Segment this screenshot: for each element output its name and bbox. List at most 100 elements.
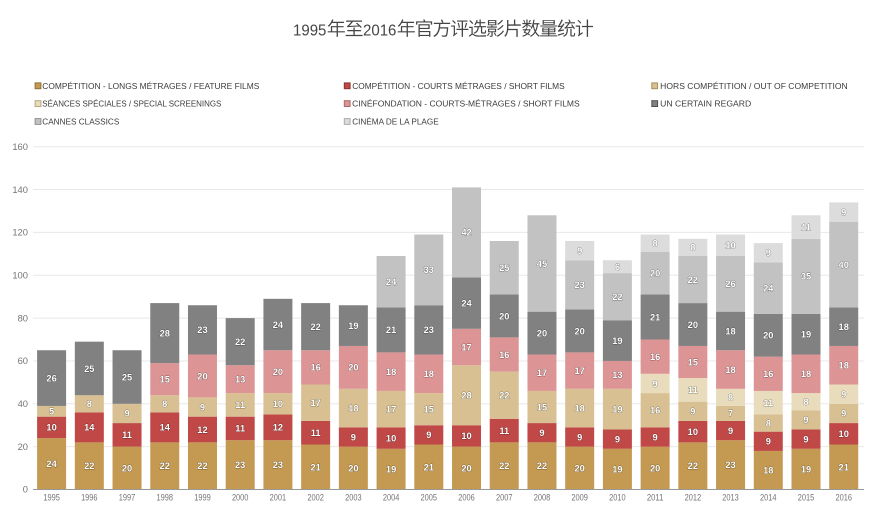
svg-text:2010: 2010 bbox=[609, 493, 626, 503]
svg-text:20: 20 bbox=[122, 463, 132, 473]
svg-text:10: 10 bbox=[688, 427, 698, 437]
svg-text:19: 19 bbox=[801, 464, 811, 474]
svg-text:7: 7 bbox=[728, 409, 733, 419]
svg-text:11: 11 bbox=[499, 426, 509, 436]
svg-text:24: 24 bbox=[46, 459, 57, 469]
svg-text:21: 21 bbox=[424, 462, 434, 472]
svg-text:18: 18 bbox=[801, 369, 811, 379]
svg-text:45: 45 bbox=[537, 259, 547, 269]
svg-text:120: 120 bbox=[12, 227, 28, 238]
svg-text:22: 22 bbox=[235, 337, 245, 347]
svg-text:23: 23 bbox=[197, 325, 207, 335]
svg-text:24: 24 bbox=[386, 277, 397, 287]
svg-text:15: 15 bbox=[424, 404, 434, 414]
svg-text:22: 22 bbox=[499, 391, 509, 401]
svg-text:21: 21 bbox=[386, 325, 396, 335]
svg-text:11: 11 bbox=[235, 400, 245, 410]
svg-text:100: 100 bbox=[12, 269, 28, 280]
svg-text:5: 5 bbox=[49, 407, 54, 417]
svg-text:16: 16 bbox=[650, 352, 660, 362]
svg-text:8: 8 bbox=[690, 243, 695, 253]
svg-text:22: 22 bbox=[688, 275, 698, 285]
svg-text:14: 14 bbox=[160, 423, 171, 433]
svg-text:CANNES CLASSICS: CANNES CLASSICS bbox=[42, 117, 119, 127]
svg-text:21: 21 bbox=[650, 312, 660, 322]
svg-text:8: 8 bbox=[87, 399, 92, 409]
svg-text:9: 9 bbox=[615, 434, 620, 444]
svg-text:9: 9 bbox=[351, 432, 356, 442]
svg-text:20: 20 bbox=[348, 463, 358, 473]
svg-text:HORS COMPÉTITION / OUT OF COMP: HORS COMPÉTITION / OUT OF COMPETITION bbox=[660, 81, 848, 91]
svg-text:9: 9 bbox=[841, 409, 846, 419]
svg-text:17: 17 bbox=[575, 366, 585, 376]
svg-text:2004: 2004 bbox=[383, 493, 400, 503]
svg-text:9: 9 bbox=[426, 430, 431, 440]
svg-text:22: 22 bbox=[612, 292, 622, 302]
svg-text:20: 20 bbox=[763, 331, 773, 341]
svg-text:8: 8 bbox=[728, 393, 733, 403]
svg-text:28: 28 bbox=[160, 328, 170, 338]
svg-text:1997: 1997 bbox=[119, 493, 136, 503]
svg-text:1995: 1995 bbox=[293, 22, 326, 39]
svg-text:9: 9 bbox=[766, 248, 771, 258]
svg-text:2013: 2013 bbox=[722, 493, 739, 503]
svg-text:17: 17 bbox=[461, 342, 471, 352]
svg-text:UN CERTAIN REGARD: UN CERTAIN REGARD bbox=[660, 99, 751, 109]
svg-text:9: 9 bbox=[200, 402, 205, 412]
svg-text:CINÉMA DE LA PLAGE: CINÉMA DE LA PLAGE bbox=[352, 117, 439, 127]
svg-text:20: 20 bbox=[348, 363, 358, 373]
svg-text:18: 18 bbox=[386, 367, 396, 377]
svg-text:2007: 2007 bbox=[496, 493, 513, 503]
svg-text:22: 22 bbox=[688, 461, 698, 471]
svg-text:20: 20 bbox=[461, 463, 471, 473]
svg-text:SÉANCES SPÉCIALES / SPECIAL SC: SÉANCES SPÉCIALES / SPECIAL SCREENINGS bbox=[42, 99, 221, 109]
svg-text:17: 17 bbox=[537, 368, 547, 378]
svg-text:25: 25 bbox=[499, 263, 509, 273]
svg-text:9: 9 bbox=[653, 432, 658, 442]
svg-text:21: 21 bbox=[310, 462, 320, 472]
svg-text:18: 18 bbox=[725, 326, 735, 336]
svg-text:9: 9 bbox=[766, 437, 771, 447]
svg-text:11: 11 bbox=[763, 398, 773, 408]
svg-text:160: 160 bbox=[12, 141, 28, 152]
svg-text:19: 19 bbox=[348, 321, 358, 331]
svg-text:9: 9 bbox=[577, 246, 582, 256]
svg-text:60: 60 bbox=[18, 355, 28, 366]
svg-text:8: 8 bbox=[162, 399, 167, 409]
svg-text:23: 23 bbox=[424, 325, 434, 335]
svg-text:22: 22 bbox=[84, 461, 94, 471]
svg-text:19: 19 bbox=[612, 464, 622, 474]
svg-text:23: 23 bbox=[725, 460, 735, 470]
svg-text:19: 19 bbox=[801, 329, 811, 339]
svg-text:33: 33 bbox=[424, 265, 434, 275]
svg-text:26: 26 bbox=[46, 373, 56, 383]
svg-text:19: 19 bbox=[612, 336, 622, 346]
svg-text:20: 20 bbox=[18, 441, 28, 452]
svg-text:40: 40 bbox=[839, 260, 849, 270]
svg-text:40: 40 bbox=[18, 398, 28, 409]
svg-text:25: 25 bbox=[84, 364, 94, 374]
svg-text:16: 16 bbox=[650, 406, 660, 416]
svg-text:9: 9 bbox=[728, 426, 733, 436]
svg-text:23: 23 bbox=[235, 460, 245, 470]
svg-text:2005: 2005 bbox=[421, 493, 438, 503]
svg-text:18: 18 bbox=[839, 322, 849, 332]
svg-text:18: 18 bbox=[725, 365, 735, 375]
svg-text:11: 11 bbox=[122, 430, 132, 440]
svg-text:10: 10 bbox=[461, 431, 471, 441]
svg-text:18: 18 bbox=[763, 466, 773, 476]
svg-text:8: 8 bbox=[766, 418, 771, 428]
svg-text:9: 9 bbox=[124, 409, 129, 419]
svg-text:9: 9 bbox=[539, 428, 544, 438]
svg-text:20: 20 bbox=[499, 311, 509, 321]
svg-text:22: 22 bbox=[499, 461, 509, 471]
svg-text:1995: 1995 bbox=[43, 493, 60, 503]
svg-text:12: 12 bbox=[197, 425, 207, 435]
svg-text:2016: 2016 bbox=[363, 22, 396, 39]
svg-text:26: 26 bbox=[725, 279, 735, 289]
svg-text:10: 10 bbox=[725, 241, 735, 251]
svg-text:2009: 2009 bbox=[571, 493, 588, 503]
svg-text:16: 16 bbox=[499, 350, 509, 360]
svg-text:20: 20 bbox=[650, 268, 660, 278]
svg-text:10: 10 bbox=[273, 399, 283, 409]
